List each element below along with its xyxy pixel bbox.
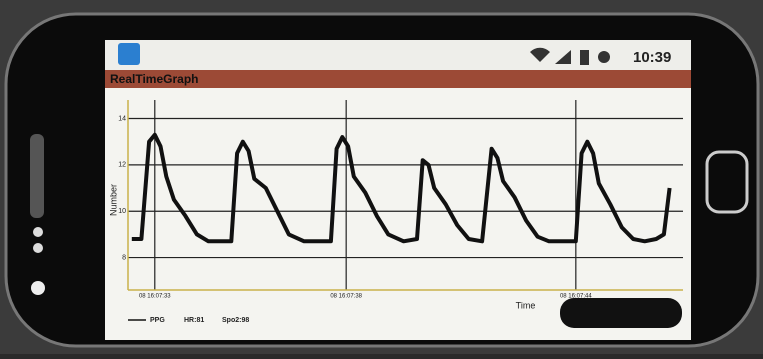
- y-tick-label: 10: [118, 208, 126, 215]
- x-tick-label: 08 16:07:33: [139, 294, 171, 300]
- y-tick-label: 14: [118, 115, 126, 122]
- x-axis-label: Time: [516, 300, 536, 310]
- phone-photo: 10:39 RealTimeGraph 8 10 12 14 08 16:07:33 08…: [0, 0, 763, 354]
- legend-label: PPG: [150, 317, 165, 324]
- x-tick-label: 08 16:07:38: [330, 294, 362, 300]
- y-tick-label: 8: [122, 254, 126, 261]
- camera: [31, 281, 45, 295]
- y-tick-label: 12: [118, 162, 126, 169]
- app-title: RealTimeGraph: [110, 72, 198, 86]
- app-icon: [118, 43, 140, 65]
- legend-note: HR:81: [184, 317, 204, 324]
- nav-bar[interactable]: [560, 298, 682, 328]
- speaker: [30, 134, 44, 218]
- sensor: [33, 243, 43, 253]
- clock: 10:39: [633, 49, 671, 66]
- battery-icon: [580, 50, 589, 65]
- sensor: [33, 227, 43, 237]
- legend-note: Spo2:98: [222, 317, 249, 324]
- alarm-icon: [598, 51, 610, 63]
- page: 10:39 RealTimeGraph 8 10 12 14 08 16:07:33 08…: [0, 0, 763, 354]
- y-axis-label: Number: [108, 184, 118, 216]
